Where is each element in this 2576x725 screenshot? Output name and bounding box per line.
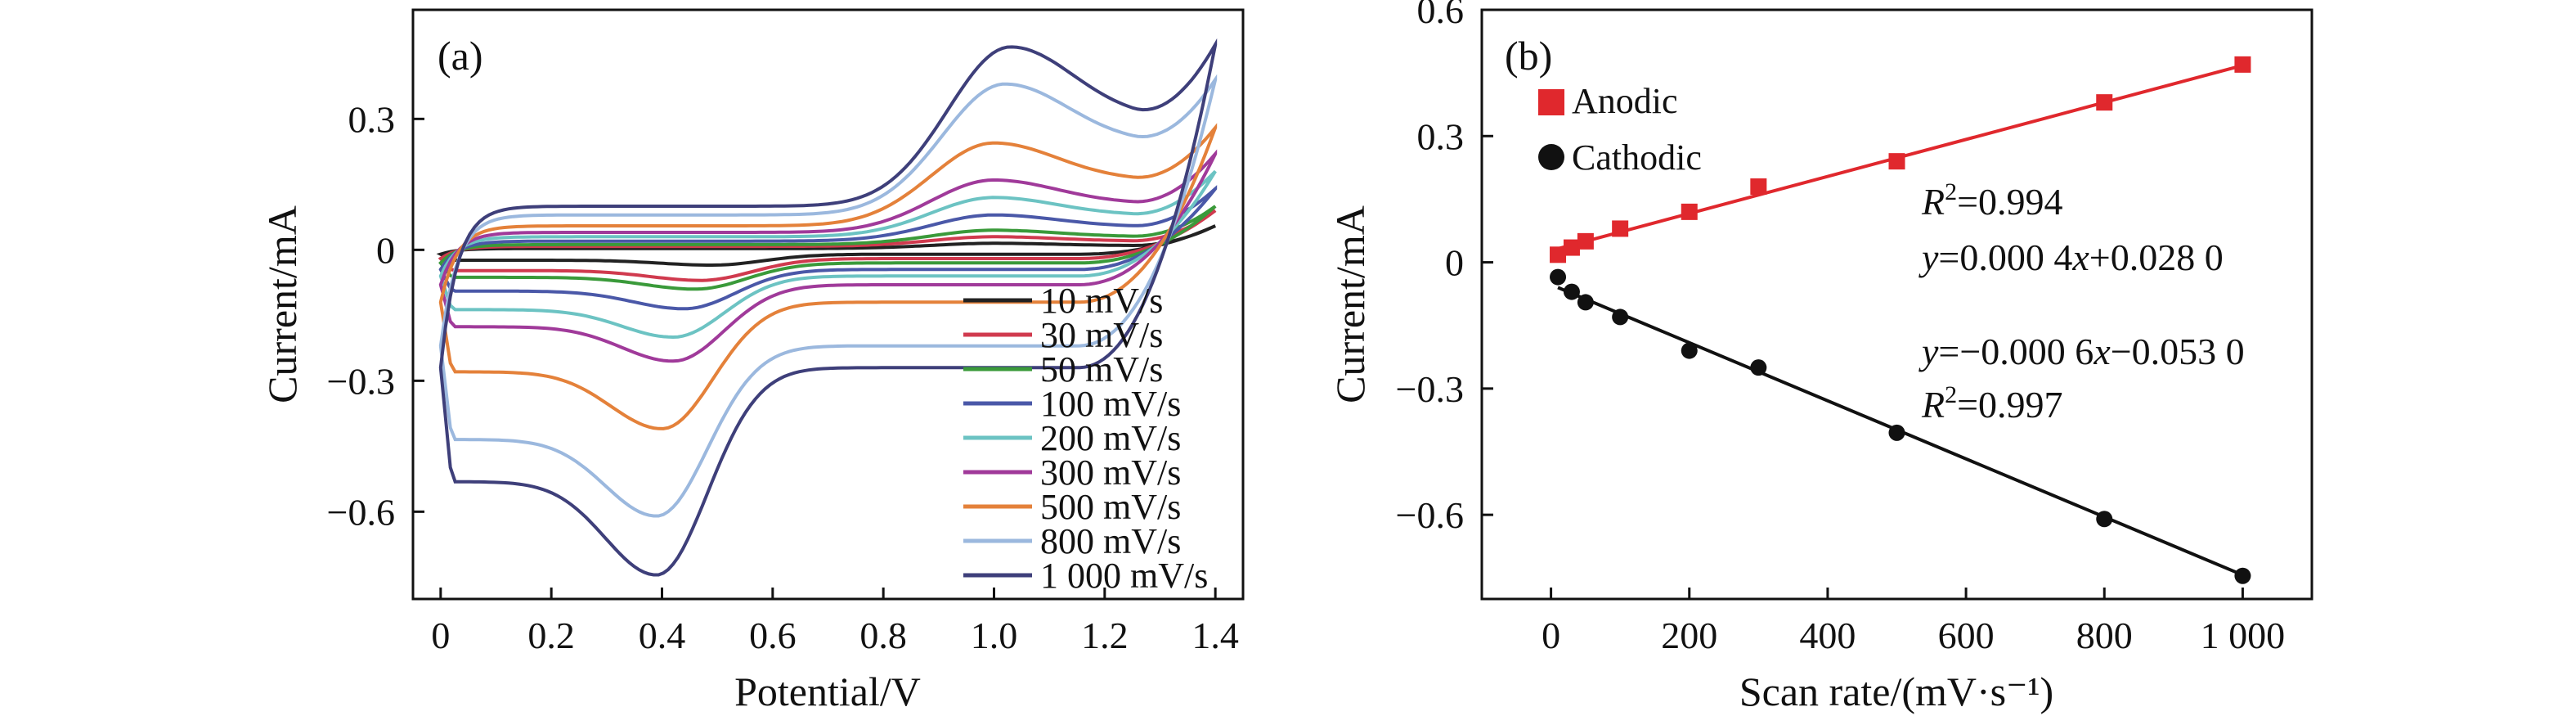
panel-a-label: (a) xyxy=(438,33,483,79)
point-cathodic xyxy=(2096,511,2113,528)
panel-a-y-tick-label: −0.3 xyxy=(327,360,395,402)
panel-b-x-tick-label: 400 xyxy=(1799,615,1856,656)
point-cathodic xyxy=(1681,342,1698,359)
panel-a-x-axis-title: Potential/V xyxy=(734,669,921,714)
cv-curve-2 xyxy=(438,205,1217,291)
panel-b-x-tick-label: 0 xyxy=(1542,615,1560,656)
panel-a-x-tick-label: 1.4 xyxy=(1192,615,1239,656)
panel-a-x-tick-label: 0 xyxy=(431,615,450,656)
cv-curve-7 xyxy=(438,74,1218,518)
point-anodic xyxy=(2234,56,2251,73)
point-anodic xyxy=(1563,239,1580,256)
point-cathodic xyxy=(2234,567,2251,584)
panel-a-x-tick-label: 1.2 xyxy=(1081,615,1129,656)
panel-a-cv-chart: 0 0.2 0.4 0.6 0.8 1.0 1.2 1.4 −0.6−0.300.3 (a) … xyxy=(259,8,1245,714)
panel-a-y-ticks: −0.6 −0.3 0 0.3 xyxy=(327,98,424,533)
point-anodic xyxy=(1681,203,1698,220)
cv-curve-1 xyxy=(438,209,1217,282)
cathodic-r2-annotation: R2=0.997 xyxy=(1921,381,2063,426)
panel-b-y-axis-title: Current/mA xyxy=(1327,205,1373,403)
legend-anodic-label: Anodic xyxy=(1572,81,1678,121)
panel-b-x-tick-label: 1 000 xyxy=(2201,615,2286,656)
cv-curve-5 xyxy=(438,149,1218,363)
panel-a-y-tick-label: −0.6 xyxy=(327,491,395,533)
legend-a-label: 10 mV/s xyxy=(1040,281,1163,321)
panel-a-y-tick-label: 0 xyxy=(376,229,395,271)
panel-a-x-ticks: 0 0.2 0.4 0.6 0.8 1.0 1.2 1.4 xyxy=(431,588,1239,656)
point-cathodic xyxy=(1888,424,1905,441)
anodic-r2-annotation: R2=0.994 xyxy=(1921,178,2063,223)
panel-b-y-tick-label: −0.6 xyxy=(1396,494,1464,536)
panel-b-y-tick-label: 0 xyxy=(1445,242,1464,284)
legend-a-label: 200 mV/s xyxy=(1040,418,1181,458)
panel-b-y-ticks: −0.6 −0.3 0 0.3 0.6 xyxy=(1396,0,1493,536)
legend-a-label: 800 mV/s xyxy=(1040,521,1181,561)
panel-b-x-axis-title: Scan rate/(mV·s⁻¹) xyxy=(1739,669,2053,714)
point-anodic xyxy=(1750,178,1767,195)
panel-b-points xyxy=(1550,56,2251,584)
legend-a-label: 500 mV/s xyxy=(1040,487,1181,527)
panel-a-x-tick-label: 1.0 xyxy=(971,615,1018,656)
cathodic-fit-equation: y=−0.000 6x−0.053 0 xyxy=(1919,331,2245,372)
legend-a-label: 30 mV/s xyxy=(1040,315,1163,355)
legend-a-label: 1 000 mV/s xyxy=(1040,556,1208,596)
legend-a-label: 50 mV/s xyxy=(1040,349,1163,390)
legend-anodic-marker xyxy=(1538,89,1564,115)
cv-curve-6 xyxy=(438,123,1218,430)
panel-a-frame xyxy=(411,8,1245,601)
point-cathodic xyxy=(1550,268,1567,286)
legend-cathodic-marker xyxy=(1538,144,1564,170)
panel-b-y-tick-label: −0.3 xyxy=(1396,368,1464,410)
point-cathodic xyxy=(1750,359,1767,376)
cv-curve-0 xyxy=(436,224,1217,267)
point-cathodic xyxy=(1563,283,1580,300)
panel-b-frame xyxy=(1480,8,2313,601)
panel-a-y-tick-label: 0.3 xyxy=(348,98,396,140)
panel-b-label: (b) xyxy=(1505,33,1552,79)
panel-a-x-tick-label: 0.2 xyxy=(527,615,575,656)
panel-b-x-tick-label: 200 xyxy=(1661,615,1717,656)
point-anodic xyxy=(1888,153,1905,170)
legend-cathodic-label: Cathodic xyxy=(1572,137,1702,178)
point-cathodic xyxy=(1612,308,1629,326)
point-anodic xyxy=(1550,246,1567,263)
panel-a-x-tick-label: 0.4 xyxy=(639,615,686,656)
panel-b-y-tick-label: 0.6 xyxy=(1417,0,1465,31)
panel-b-x-ticks: 0 200 400 600 800 1 000 xyxy=(1542,588,2285,656)
cv-curve-8 xyxy=(438,38,1218,577)
anodic-fit-equation: y=0.000 4x+0.028 0 xyxy=(1919,236,2224,278)
panel-b-x-tick-label: 600 xyxy=(1938,615,1995,656)
point-cathodic xyxy=(1577,294,1594,311)
panel-b-x-tick-label: 800 xyxy=(2076,615,2133,656)
panel-b-y-tick-label: 0.3 xyxy=(1417,115,1465,157)
point-anodic xyxy=(2096,94,2113,111)
point-anodic xyxy=(1577,232,1594,250)
panel-b-scatter-chart: 0 200 400 600 800 1 000 −0.6 −0.3 0 0.3 0.6 (b) S… xyxy=(1327,0,2313,714)
panel-a-x-tick-label: 0.8 xyxy=(859,615,907,656)
panel-a-x-tick-label: 0.6 xyxy=(749,615,797,656)
panel-a-curves xyxy=(436,38,1218,577)
panel-a-y-axis-title: Current/mA xyxy=(259,205,305,403)
legend-a-label: 300 mV/s xyxy=(1040,453,1181,493)
legend-a-label: 100 mV/s xyxy=(1040,384,1181,424)
point-anodic xyxy=(1612,220,1629,237)
cv-curve-3 xyxy=(438,185,1218,311)
cv-curve-4 xyxy=(438,169,1217,340)
